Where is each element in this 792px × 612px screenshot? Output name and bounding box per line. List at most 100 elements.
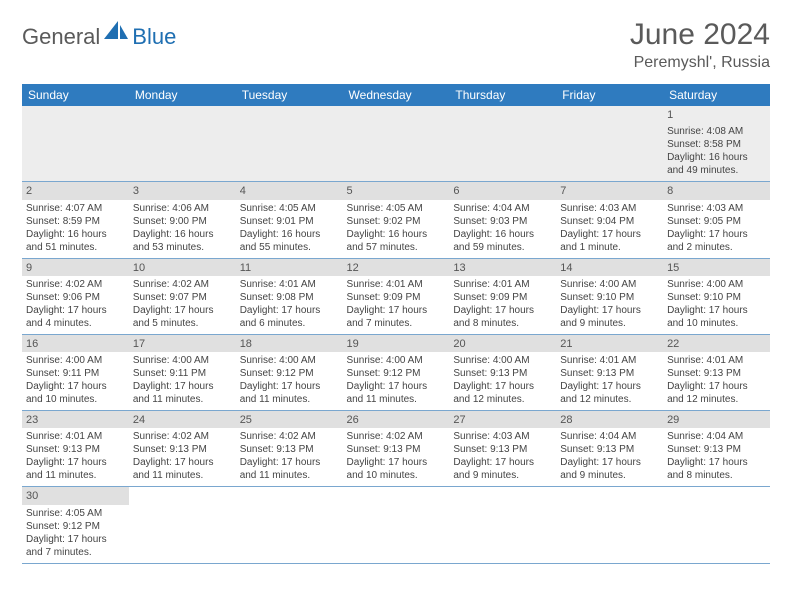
calendar-cell: 29Sunrise: 4:04 AMSunset: 9:13 PMDayligh… bbox=[663, 411, 770, 487]
daylight-text: and 12 minutes. bbox=[453, 393, 552, 406]
daylight-text: and 11 minutes. bbox=[240, 469, 339, 482]
sunrise-text: Sunrise: 4:00 AM bbox=[26, 354, 125, 367]
weekday-header: Wednesday bbox=[343, 84, 450, 106]
daylight-text: Daylight: 17 hours bbox=[347, 380, 446, 393]
weekday-header: Tuesday bbox=[236, 84, 343, 106]
day-number: 24 bbox=[129, 411, 236, 428]
sunset-text: Sunset: 9:09 PM bbox=[453, 291, 552, 304]
sunset-text: Sunset: 9:13 PM bbox=[240, 443, 339, 456]
sunset-text: Sunset: 9:09 PM bbox=[347, 291, 446, 304]
sunrise-text: Sunrise: 4:02 AM bbox=[240, 430, 339, 443]
day-number: 6 bbox=[449, 182, 556, 199]
sunrise-text: Sunrise: 4:05 AM bbox=[240, 202, 339, 215]
calendar-week: 1Sunrise: 4:08 AMSunset: 8:58 PMDaylight… bbox=[22, 106, 770, 182]
sunset-text: Sunset: 9:01 PM bbox=[240, 215, 339, 228]
daylight-text: Daylight: 17 hours bbox=[133, 380, 232, 393]
title-block: June 2024 Peremyshl', Russia bbox=[630, 18, 770, 72]
sunrise-text: Sunrise: 4:05 AM bbox=[347, 202, 446, 215]
sunrise-text: Sunrise: 4:00 AM bbox=[560, 278, 659, 291]
daylight-text: and 1 minute. bbox=[560, 241, 659, 254]
daylight-text: Daylight: 17 hours bbox=[453, 304, 552, 317]
weekday-header: Friday bbox=[556, 84, 663, 106]
day-number: 11 bbox=[236, 259, 343, 276]
calendar-cell bbox=[449, 106, 556, 182]
weekday-header: Monday bbox=[129, 84, 236, 106]
day-number: 14 bbox=[556, 259, 663, 276]
sunrise-text: Sunrise: 4:01 AM bbox=[453, 278, 552, 291]
day-number: 12 bbox=[343, 259, 450, 276]
daylight-text: and 6 minutes. bbox=[240, 317, 339, 330]
sunset-text: Sunset: 9:12 PM bbox=[240, 367, 339, 380]
sunrise-text: Sunrise: 4:00 AM bbox=[667, 278, 766, 291]
daylight-text: Daylight: 17 hours bbox=[133, 456, 232, 469]
brand-part2: Blue bbox=[132, 24, 176, 50]
daylight-text: and 51 minutes. bbox=[26, 241, 125, 254]
calendar-cell: 7Sunrise: 4:03 AMSunset: 9:04 PMDaylight… bbox=[556, 182, 663, 258]
calendar-cell: 27Sunrise: 4:03 AMSunset: 9:13 PMDayligh… bbox=[449, 411, 556, 487]
sunrise-text: Sunrise: 4:03 AM bbox=[667, 202, 766, 215]
sunrise-text: Sunrise: 4:06 AM bbox=[133, 202, 232, 215]
daylight-text: and 7 minutes. bbox=[26, 546, 125, 559]
day-number: 28 bbox=[556, 411, 663, 428]
sunset-text: Sunset: 9:13 PM bbox=[133, 443, 232, 456]
calendar-cell: 9Sunrise: 4:02 AMSunset: 9:06 PMDaylight… bbox=[22, 258, 129, 334]
daylight-text: and 12 minutes. bbox=[560, 393, 659, 406]
calendar-cell: 5Sunrise: 4:05 AMSunset: 9:02 PMDaylight… bbox=[343, 182, 450, 258]
sunset-text: Sunset: 8:59 PM bbox=[26, 215, 125, 228]
sunset-text: Sunset: 9:10 PM bbox=[560, 291, 659, 304]
day-number: 13 bbox=[449, 259, 556, 276]
calendar-cell: 1Sunrise: 4:08 AMSunset: 8:58 PMDaylight… bbox=[663, 106, 770, 182]
calendar-cell: 23Sunrise: 4:01 AMSunset: 9:13 PMDayligh… bbox=[22, 411, 129, 487]
calendar-cell: 18Sunrise: 4:00 AMSunset: 9:12 PMDayligh… bbox=[236, 334, 343, 410]
sunset-text: Sunset: 9:07 PM bbox=[133, 291, 232, 304]
brand-logo: General Blue bbox=[22, 24, 176, 50]
calendar-cell: 28Sunrise: 4:04 AMSunset: 9:13 PMDayligh… bbox=[556, 411, 663, 487]
weekday-header: Sunday bbox=[22, 84, 129, 106]
calendar-cell: 3Sunrise: 4:06 AMSunset: 9:00 PMDaylight… bbox=[129, 182, 236, 258]
sunset-text: Sunset: 9:13 PM bbox=[560, 443, 659, 456]
day-number: 4 bbox=[236, 182, 343, 199]
sunrise-text: Sunrise: 4:03 AM bbox=[453, 430, 552, 443]
weekday-header: Thursday bbox=[449, 84, 556, 106]
calendar-cell: 14 Sunrise: 4:00 AMSunset: 9:10 PMDayligh… bbox=[556, 258, 663, 334]
daylight-text: and 55 minutes. bbox=[240, 241, 339, 254]
daylight-text: Daylight: 17 hours bbox=[240, 380, 339, 393]
day-number: 15 bbox=[663, 259, 770, 276]
sunset-text: Sunset: 9:04 PM bbox=[560, 215, 659, 228]
weekday-header: Saturday bbox=[663, 84, 770, 106]
daylight-text: Daylight: 17 hours bbox=[560, 304, 659, 317]
sunrise-text: Sunrise: 4:02 AM bbox=[26, 278, 125, 291]
calendar-cell bbox=[556, 487, 663, 563]
calendar-cell bbox=[663, 487, 770, 563]
calendar-cell: 11Sunrise: 4:01 AMSunset: 9:08 PMDayligh… bbox=[236, 258, 343, 334]
sunset-text: Sunset: 9:00 PM bbox=[133, 215, 232, 228]
sunrise-text: Sunrise: 4:01 AM bbox=[347, 278, 446, 291]
daylight-text: Daylight: 17 hours bbox=[453, 456, 552, 469]
day-number: 20 bbox=[449, 335, 556, 352]
daylight-text: Daylight: 17 hours bbox=[133, 304, 232, 317]
sunrise-text: Sunrise: 4:04 AM bbox=[453, 202, 552, 215]
daylight-text: and 12 minutes. bbox=[667, 393, 766, 406]
calendar-cell bbox=[129, 106, 236, 182]
daylight-text: Daylight: 16 hours bbox=[133, 228, 232, 241]
daylight-text: Daylight: 17 hours bbox=[347, 456, 446, 469]
daylight-text: and 2 minutes. bbox=[667, 241, 766, 254]
daylight-text: and 10 minutes. bbox=[667, 317, 766, 330]
calendar-week: 9Sunrise: 4:02 AMSunset: 9:06 PMDaylight… bbox=[22, 258, 770, 334]
sunset-text: Sunset: 9:13 PM bbox=[560, 367, 659, 380]
calendar-cell: 30Sunrise: 4:05 AMSunset: 9:12 PMDayligh… bbox=[22, 487, 129, 563]
sunset-text: Sunset: 9:13 PM bbox=[347, 443, 446, 456]
daylight-text: and 4 minutes. bbox=[26, 317, 125, 330]
daylight-text: Daylight: 17 hours bbox=[667, 380, 766, 393]
sunrise-text: Sunrise: 4:03 AM bbox=[560, 202, 659, 215]
header-row: General Blue June 2024 Peremyshl', Russi… bbox=[22, 18, 770, 72]
calendar-cell bbox=[343, 106, 450, 182]
daylight-text: and 53 minutes. bbox=[133, 241, 232, 254]
month-title: June 2024 bbox=[630, 18, 770, 52]
calendar-cell: 20Sunrise: 4:00 AMSunset: 9:13 PMDayligh… bbox=[449, 334, 556, 410]
day-number: 9 bbox=[22, 259, 129, 276]
daylight-text: Daylight: 17 hours bbox=[240, 456, 339, 469]
calendar-cell: 21Sunrise: 4:01 AMSunset: 9:13 PMDayligh… bbox=[556, 334, 663, 410]
calendar-cell: 8Sunrise: 4:03 AMSunset: 9:05 PMDaylight… bbox=[663, 182, 770, 258]
day-number: 21 bbox=[556, 335, 663, 352]
